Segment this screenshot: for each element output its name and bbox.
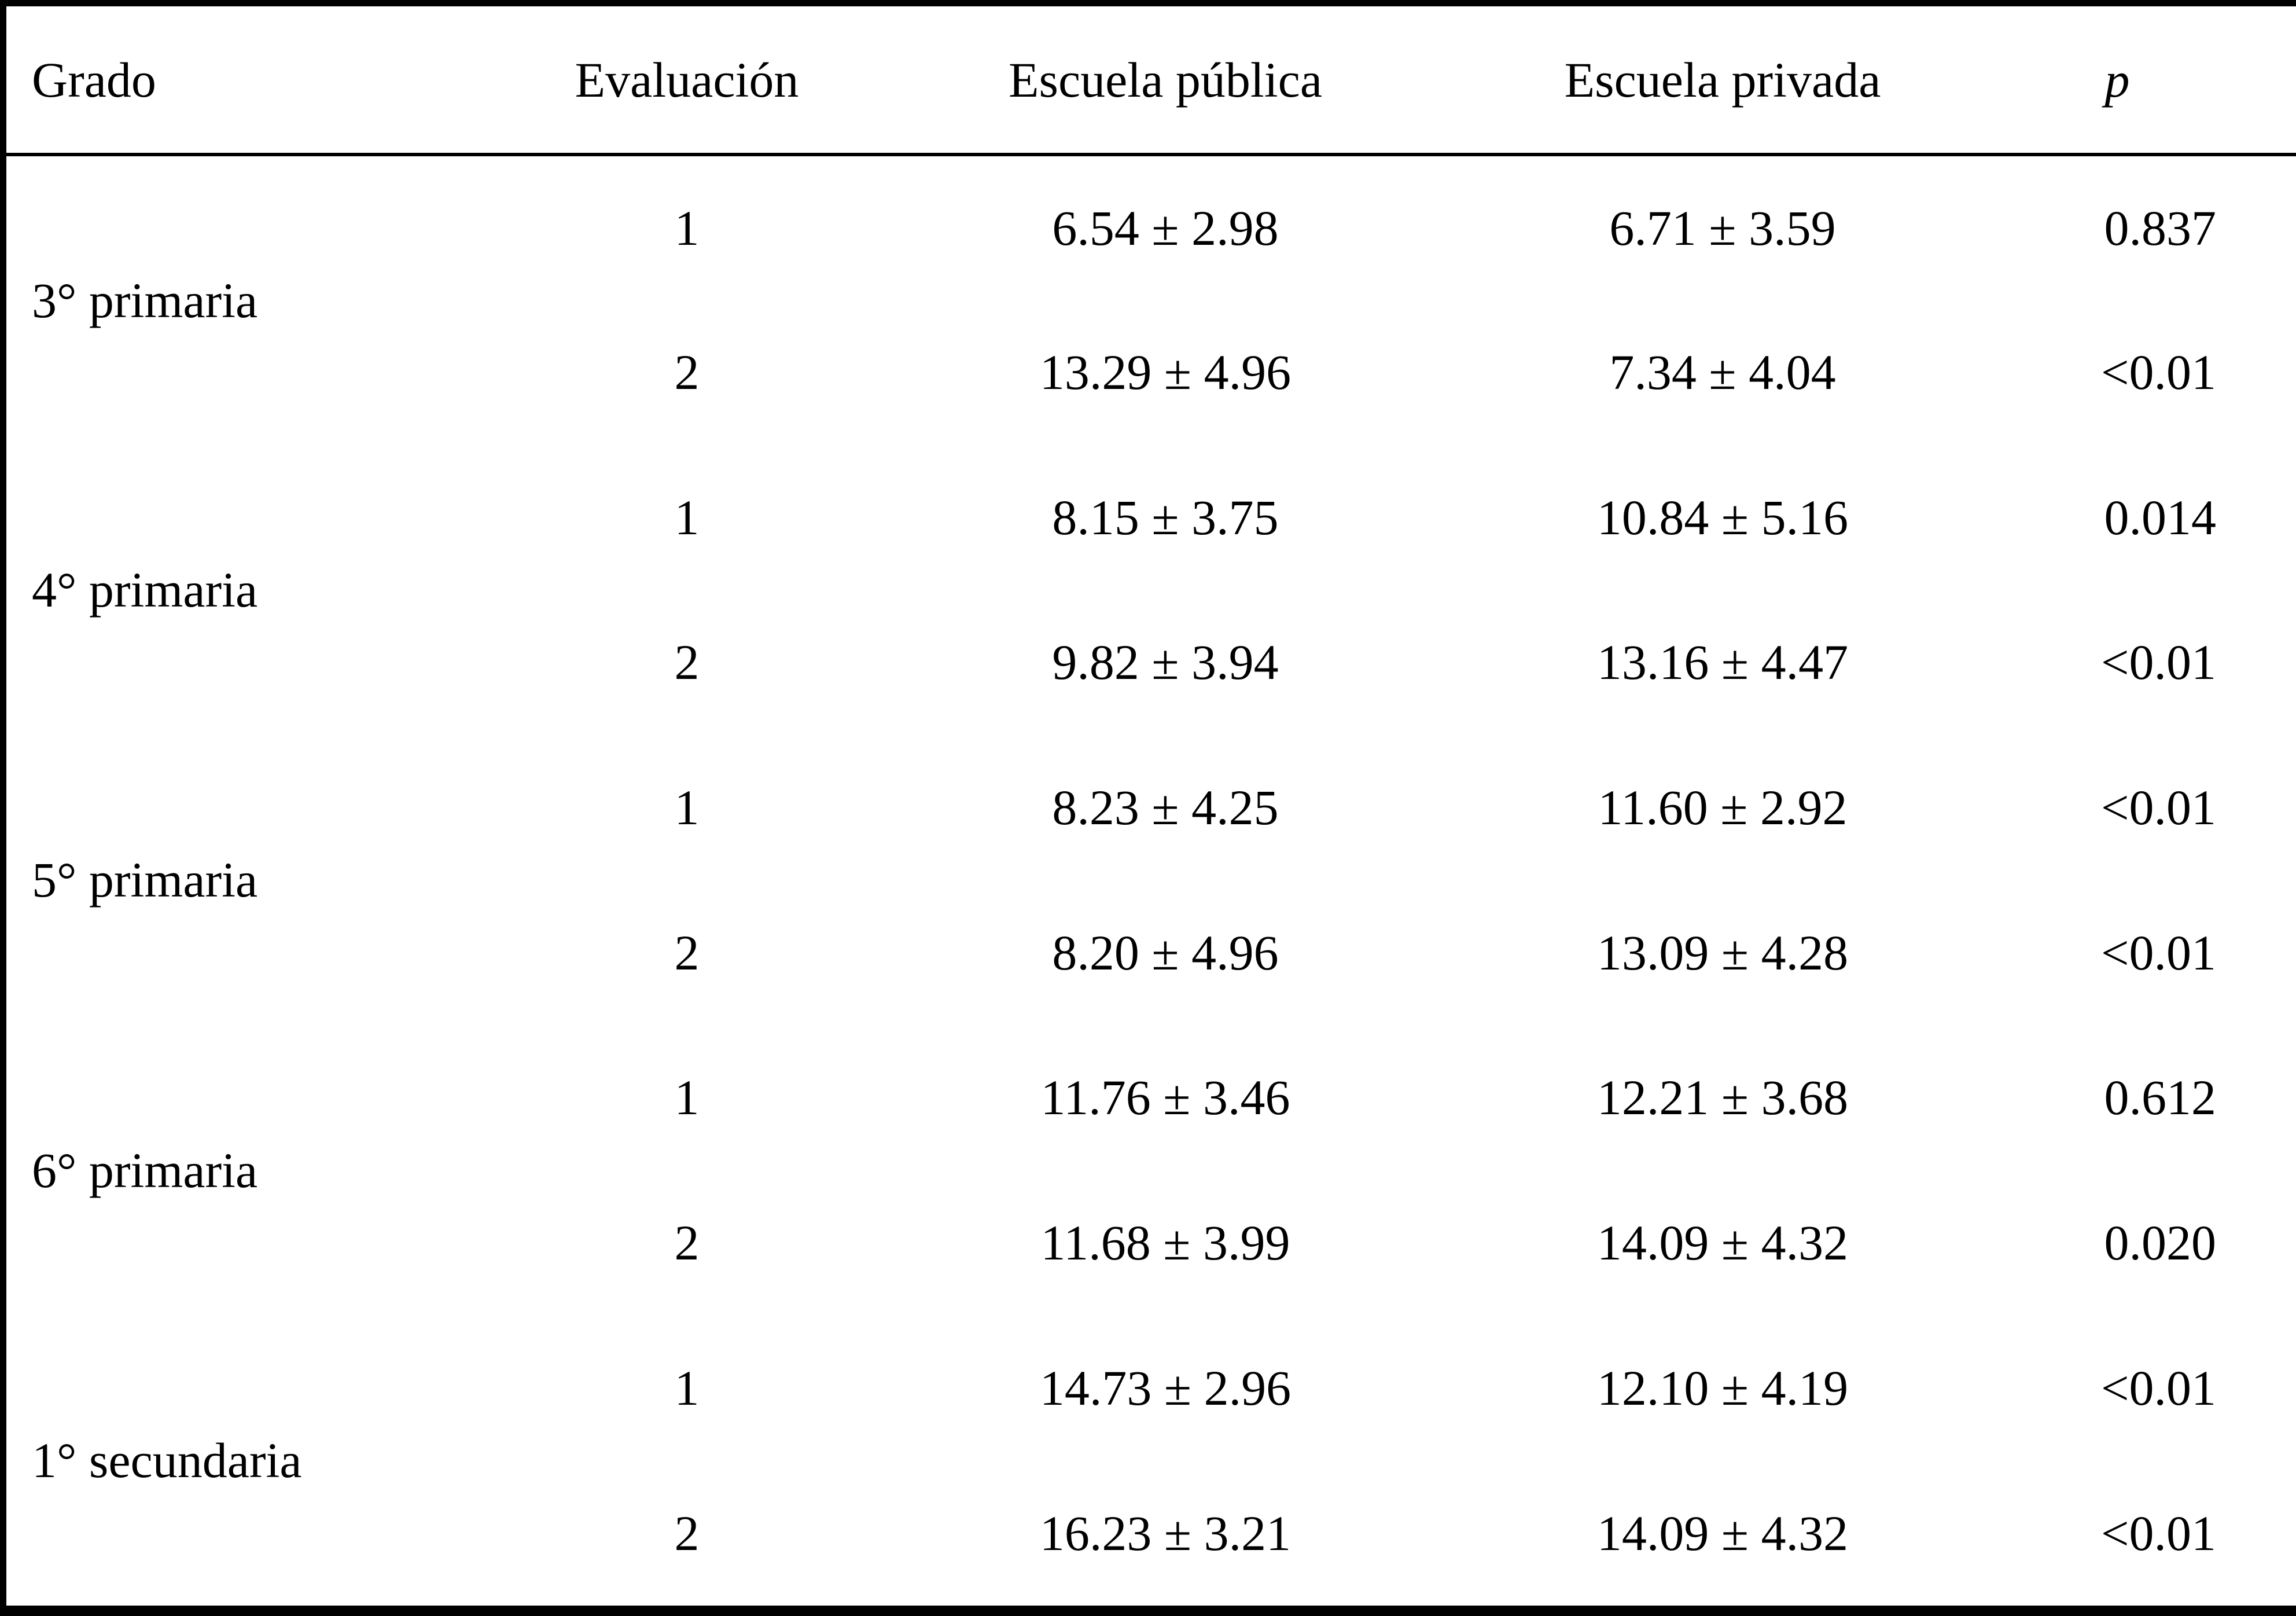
cell-evaluacion: 1 [674,1360,700,1416]
table-row: 2 9.82 ± 3.94 13.16 ± 4.47 <0.01 [6,590,2296,735]
cell-evaluacion: 1 [674,489,700,545]
cell-escuela-publica: 13.29 ± 4.96 [1039,344,1292,401]
table-row: 6° primaria 1 11.76 ± 3.46 12.21 ± 3.68 … [6,1025,2296,1195]
results-table: Grado Evaluación Escuela pública Escuela… [6,6,2296,1606]
cell-evaluacion: 1 [674,200,700,256]
cell-escuela-publica: 8.20 ± 4.96 [1052,924,1279,980]
table-row: 2 16.23 ± 3.21 14.09 ± 4.32 <0.01 [6,1460,2296,1606]
col-header-escuela-publica: Escuela pública [824,6,1507,156]
cell-p-value: <0.01 [2100,344,2216,401]
col-header-p: p [1938,6,2296,156]
cell-evaluacion: 2 [674,1505,700,1561]
cell-p-value: <0.01 [2100,1505,2216,1561]
cell-p-value: 0.612 [2104,1070,2217,1126]
cell-escuela-privada: 10.84 ± 5.16 [1596,489,1849,545]
cell-p-value: <0.01 [2100,780,2216,836]
cell-escuela-publica: 8.23 ± 4.25 [1052,780,1279,836]
table-row: 2 13.29 ± 4.96 7.34 ± 4.04 <0.01 [6,300,2296,445]
cell-escuela-privada: 14.09 ± 4.32 [1596,1215,1849,1271]
header-row: Grado Evaluación Escuela pública Escuela… [6,6,2296,156]
cell-escuela-privada: 14.09 ± 4.32 [1596,1505,1849,1561]
cell-escuela-publica: 16.23 ± 3.21 [1039,1505,1292,1561]
cell-escuela-privada: 6.71 ± 3.59 [1609,200,1836,256]
cell-evaluacion: 2 [674,634,700,691]
table-row: 1° secundaria 1 14.73 ± 2.96 12.10 ± 4.1… [6,1316,2296,1485]
table-body: 3° primaria 1 6.54 ± 2.98 6.71 ± 3.59 0.… [6,155,2296,1606]
cell-evaluacion: 1 [674,1070,700,1126]
cell-escuela-publica: 9.82 ± 3.94 [1052,634,1279,691]
grade-label: 5° primaria [32,852,258,908]
grade-label: 6° primaria [32,1142,258,1198]
cell-escuela-publica: 11.68 ± 3.99 [1040,1215,1290,1271]
col-header-grado: Grado [6,6,550,156]
table-header: Grado Evaluación Escuela pública Escuela… [6,6,2296,156]
cell-escuela-publica: 8.15 ± 3.75 [1052,489,1279,545]
cell-escuela-publica: 14.73 ± 2.96 [1039,1360,1292,1416]
cell-escuela-privada: 13.16 ± 4.47 [1596,634,1849,691]
cell-evaluacion: 2 [674,1215,700,1271]
cell-evaluacion: 2 [674,344,700,401]
table-row: 2 8.20 ± 4.96 13.09 ± 4.28 <0.01 [6,880,2296,1025]
grade-label: 1° secundaria [32,1433,302,1489]
grade-label: 3° primaria [32,273,258,329]
cell-p-value: 0.837 [2104,200,2217,256]
cell-escuela-privada: 13.09 ± 4.28 [1596,924,1849,980]
cell-escuela-privada: 7.34 ± 4.04 [1609,344,1836,401]
col-header-escuela-privada: Escuela privada [1507,6,1938,156]
cell-escuela-publica: 11.76 ± 3.46 [1040,1070,1290,1126]
table-row: 2 11.68 ± 3.99 14.09 ± 4.32 0.020 [6,1170,2296,1316]
cell-evaluacion: 2 [674,924,700,980]
cell-escuela-publica: 6.54 ± 2.98 [1052,200,1279,256]
table-row: 3° primaria 1 6.54 ± 2.98 6.71 ± 3.59 0.… [6,155,2296,325]
cell-escuela-privada: 12.21 ± 3.68 [1596,1070,1849,1126]
cell-p-value: 0.020 [2104,1215,2217,1271]
table-row: 5° primaria 1 8.23 ± 4.25 11.60 ± 2.92 <… [6,735,2296,905]
cell-p-value: <0.01 [2100,1360,2216,1416]
cell-p-value: <0.01 [2100,634,2216,691]
cell-evaluacion: 1 [674,780,700,836]
grade-label: 4° primaria [32,562,258,618]
cell-escuela-privada: 12.10 ± 4.19 [1596,1360,1849,1416]
table-row: 4° primaria 1 8.15 ± 3.75 10.84 ± 5.16 0… [6,445,2296,615]
cell-p-value: <0.01 [2100,924,2216,980]
col-header-evaluacion: Evaluación [550,6,824,156]
cell-p-value: 0.014 [2104,489,2217,545]
cell-escuela-privada: 11.60 ± 2.92 [1598,780,1848,836]
